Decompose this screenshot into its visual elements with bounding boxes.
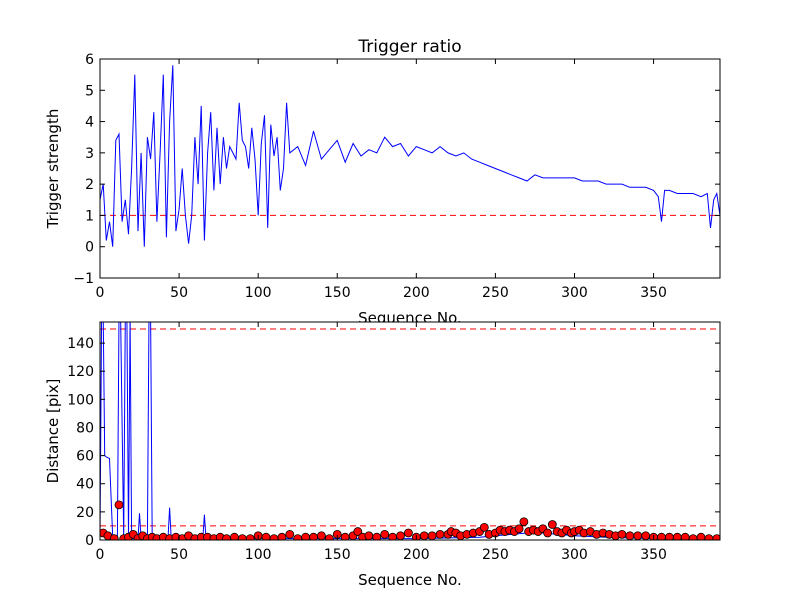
data-point xyxy=(641,531,651,540)
y-tick-label: 80 xyxy=(76,420,94,436)
x-tick-label: 50 xyxy=(170,547,188,563)
data-point xyxy=(114,500,124,510)
y-tick-label: 120 xyxy=(67,364,94,380)
data-point xyxy=(514,524,524,534)
chart-title: Trigger ratio xyxy=(357,37,461,57)
y-tick-label: 5 xyxy=(85,83,94,99)
y-tick-label: −1 xyxy=(73,271,94,287)
x-tick-label: 350 xyxy=(640,547,667,563)
data-point xyxy=(633,531,643,540)
axes-frame xyxy=(99,58,721,279)
data-point xyxy=(404,528,413,538)
data-point xyxy=(617,529,627,539)
plot-area xyxy=(100,322,720,540)
data-point xyxy=(435,529,445,539)
y-tick-label: 60 xyxy=(76,449,94,465)
x-tick-label: 350 xyxy=(640,285,667,301)
data-point xyxy=(364,531,374,540)
data-point xyxy=(293,534,303,540)
x-tick-label: 250 xyxy=(482,547,509,563)
x-tick-label: 200 xyxy=(403,285,430,301)
y-tick-label: 100 xyxy=(67,392,94,408)
x-tick-label: 300 xyxy=(561,547,588,563)
y-axis-label: Trigger strength xyxy=(44,109,62,230)
data-layer xyxy=(100,65,720,247)
data-point xyxy=(277,532,287,540)
x-tick-label: 150 xyxy=(324,285,351,301)
data-point xyxy=(396,531,405,540)
data-point xyxy=(419,531,429,540)
y-tick-label: 40 xyxy=(76,477,94,493)
data-point xyxy=(543,528,553,538)
y-tick-label: 140 xyxy=(67,336,94,352)
data-point xyxy=(269,534,279,540)
series-line-0 xyxy=(100,65,720,247)
x-tick-label: 100 xyxy=(245,547,272,563)
y-tick-label: 20 xyxy=(76,505,94,521)
y-tick-label: 2 xyxy=(85,177,94,193)
data-point xyxy=(704,534,714,540)
x-tick-label: 150 xyxy=(324,547,351,563)
x-tick-label: 0 xyxy=(96,547,105,563)
axes-frame xyxy=(99,321,721,541)
panel-2: 0 50 100 150 200 250 300 350 0 20 40 60 80 100 120 140 S… xyxy=(44,321,721,589)
data-point xyxy=(285,529,295,539)
data-point xyxy=(237,534,247,540)
x-tick-label: 0 xyxy=(96,285,105,301)
y-tick-label: 0 xyxy=(85,533,94,549)
data-point xyxy=(245,534,255,540)
x-tick-label: 200 xyxy=(403,547,430,563)
x-tick-label: 100 xyxy=(245,285,272,301)
y-tick-label: 6 xyxy=(85,52,94,68)
data-point xyxy=(109,534,119,540)
data-point xyxy=(317,531,326,540)
data-point xyxy=(380,529,390,539)
data-point xyxy=(324,534,334,540)
data-point xyxy=(222,534,231,540)
y-tick-label: 4 xyxy=(85,115,94,131)
data-point xyxy=(427,531,437,540)
data-point xyxy=(372,532,382,540)
data-point xyxy=(688,534,698,540)
y-tick-label: 1 xyxy=(85,208,94,224)
plot-area xyxy=(100,59,720,278)
data-point xyxy=(353,527,363,536)
y-axis-label: Distance [pix] xyxy=(44,379,62,484)
data-point xyxy=(547,520,557,529)
x-tick-label: 50 xyxy=(170,285,188,301)
data-point xyxy=(479,522,489,532)
x-tick-label: 250 xyxy=(482,285,509,301)
data-point xyxy=(625,531,635,540)
y-tick-label: 3 xyxy=(85,146,94,162)
data-point xyxy=(712,534,720,540)
x-tick-label: 300 xyxy=(561,285,588,301)
data-point xyxy=(519,517,529,527)
y-tick-label: 0 xyxy=(85,240,94,256)
x-axis-label: Sequence No. xyxy=(358,571,462,589)
